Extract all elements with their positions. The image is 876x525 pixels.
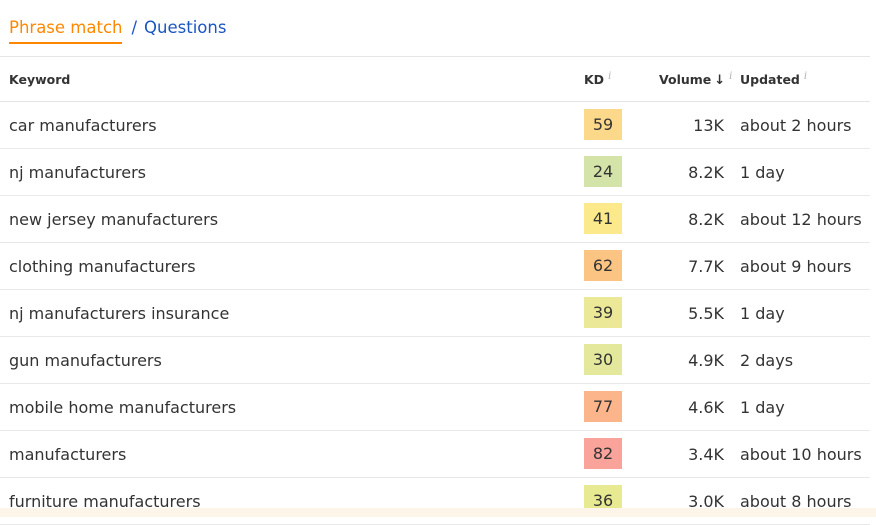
keyword-link[interactable]: car manufacturers [9,116,157,135]
info-icon[interactable]: i [803,71,808,82]
tab-phrase-match[interactable]: Phrase match [9,18,123,44]
keyword-table: car manufacturers 59 13K about 2 hours n… [0,102,870,525]
keyword-link[interactable]: nj manufacturers insurance [9,304,230,323]
updated-value: 1 day [740,163,785,182]
column-header-keyword[interactable]: Keyword [9,72,71,87]
info-icon[interactable]: i [729,71,733,82]
volume-value: 7.7K [688,257,724,276]
kd-badge: 59 [584,109,622,140]
keyword-link[interactable]: furniture manufacturers [9,492,201,511]
kd-badge: 77 [584,391,622,422]
volume-value: 3.4K [688,445,724,464]
volume-value: 4.6K [688,398,724,417]
updated-value: 2 days [740,351,794,370]
keyword-link[interactable]: mobile home manufacturers [9,398,237,417]
table-row: manufacturers 82 3.4K about 10 hours [0,431,870,478]
view-tabs: Phrase match / Questions [9,18,226,48]
kd-badge: 62 [584,250,622,281]
table-row: nj manufacturers insurance 39 5.5K 1 day [0,290,870,337]
volume-value: 13K [693,116,724,135]
table-row: car manufacturers 59 13K about 2 hours [0,102,870,149]
keyword-link[interactable]: gun manufacturers [9,351,162,370]
kd-badge: 30 [584,344,622,375]
table-row: furniture manufacturers 36 3.0K about 8 … [0,478,870,525]
info-icon[interactable]: i [608,71,612,82]
keyword-link[interactable]: nj manufacturers [9,163,146,182]
divider [0,56,870,57]
table-row: clothing manufacturers 62 7.7K about 9 h… [0,243,870,290]
keyword-link[interactable]: new jersey manufacturers [9,210,219,229]
updated-value: 1 day [740,398,785,417]
kd-badge: 39 [584,297,622,328]
kd-badge: 24 [584,156,622,187]
table-row: mobile home manufacturers 77 4.6K 1 day [0,384,870,431]
updated-value: about 8 hours [740,492,852,511]
updated-value: about 2 hours [740,116,852,135]
keyword-link[interactable]: manufacturers [9,445,127,464]
volume-value: 8.2K [688,163,724,182]
volume-value: 4.9K [688,351,724,370]
tab-separator: / [131,18,138,37]
tab-questions[interactable]: Questions [144,18,227,37]
volume-value: 8.2K [688,210,724,229]
volume-value: 3.0K [688,492,724,511]
column-header-volume[interactable]: Volume ↓ i [659,71,733,88]
column-header-updated[interactable]: Updated i [740,71,808,87]
table-row: new jersey manufacturers 41 8.2K about 1… [0,196,870,243]
column-header-kd[interactable]: KD i [584,71,612,87]
table-header: Keyword KD i Volume ↓ i Updated i [0,57,870,102]
kd-badge: 41 [584,203,622,234]
updated-value: 1 day [740,304,785,323]
bottom-banner [0,508,876,517]
updated-value: about 12 hours [740,210,862,229]
volume-value: 5.5K [688,304,724,323]
table-row: gun manufacturers 30 4.9K 2 days [0,337,870,384]
table-row: nj manufacturers 24 8.2K 1 day [0,149,870,196]
updated-value: about 9 hours [740,257,852,276]
sort-down-icon: ↓ [714,73,726,88]
keyword-link[interactable]: clothing manufacturers [9,257,196,276]
kd-badge: 82 [584,438,622,469]
updated-value: about 10 hours [740,445,862,464]
